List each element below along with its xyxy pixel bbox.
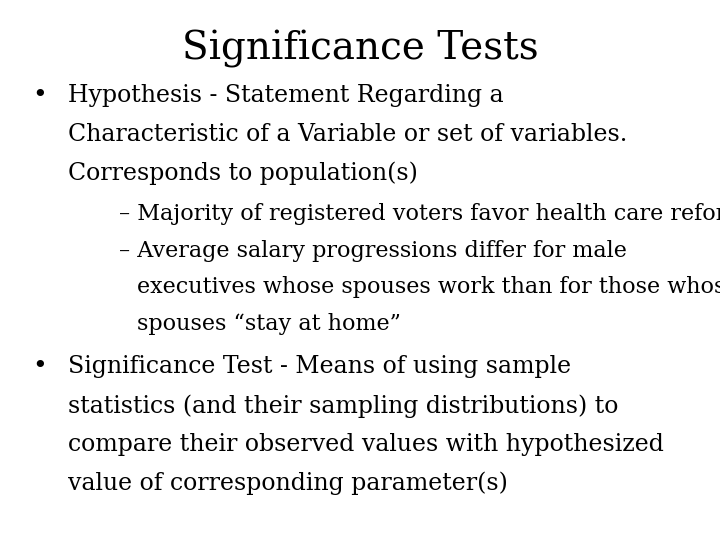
- Text: executives whose spouses work than for those whose: executives whose spouses work than for t…: [137, 276, 720, 299]
- Text: compare their observed values with hypothesized: compare their observed values with hypot…: [68, 433, 665, 456]
- Text: spouses “stay at home”: spouses “stay at home”: [137, 313, 400, 335]
- Text: •: •: [32, 355, 47, 379]
- Text: Hypothesis - Statement Regarding a: Hypothesis - Statement Regarding a: [68, 84, 504, 107]
- Text: Significance Test - Means of using sample: Significance Test - Means of using sampl…: [68, 355, 572, 379]
- Text: Corresponds to population(s): Corresponds to population(s): [68, 161, 418, 185]
- Text: Characteristic of a Variable or set of variables.: Characteristic of a Variable or set of v…: [68, 123, 628, 146]
- Text: •: •: [32, 84, 47, 107]
- Text: Significance Tests: Significance Tests: [181, 30, 539, 68]
- Text: – Majority of registered voters favor health care reform: – Majority of registered voters favor he…: [119, 203, 720, 225]
- Text: – Average salary progressions differ for male: – Average salary progressions differ for…: [119, 240, 626, 262]
- Text: value of corresponding parameter(s): value of corresponding parameter(s): [68, 472, 508, 496]
- Text: statistics (and their sampling distributions) to: statistics (and their sampling distribut…: [68, 394, 618, 418]
